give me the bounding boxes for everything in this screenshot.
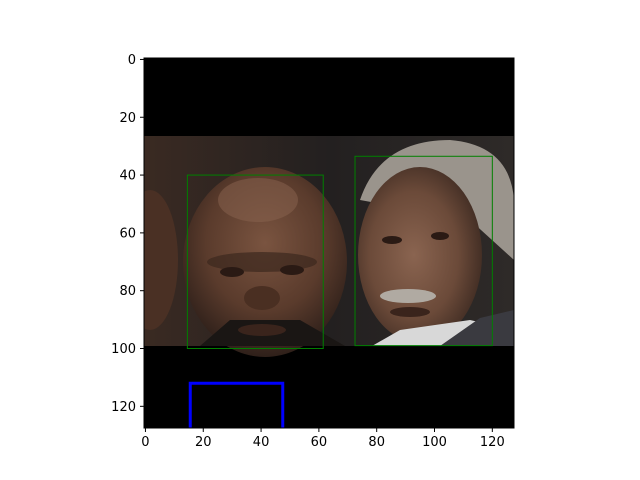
right-person-jacket bbox=[440, 310, 514, 346]
face-box-left bbox=[186, 174, 324, 350]
y-tick-label: 0 bbox=[128, 53, 136, 68]
right-face-mouth bbox=[390, 307, 430, 317]
y-axis-ticks: 0 20 40 60 80 100 120 bbox=[111, 53, 144, 415]
left-face-highlight bbox=[218, 178, 298, 222]
face-box-right bbox=[354, 155, 493, 347]
y-tick-label: 120 bbox=[111, 400, 136, 415]
x-tick-label: 80 bbox=[368, 435, 385, 450]
left-face-eye-right bbox=[280, 265, 304, 275]
x-tick-label: 40 bbox=[253, 435, 270, 450]
axes-frame bbox=[143, 57, 515, 429]
x-tick-label: 60 bbox=[311, 435, 328, 450]
x-tick-label: 20 bbox=[195, 435, 212, 450]
y-tick-label: 80 bbox=[119, 284, 136, 299]
photo-image bbox=[144, 58, 514, 428]
y-tick-label: 100 bbox=[111, 342, 136, 357]
y-tick-label: 40 bbox=[119, 169, 136, 184]
boxes-layer bbox=[186, 155, 493, 428]
y-tick-label: 20 bbox=[119, 111, 136, 126]
right-face bbox=[358, 167, 482, 343]
left-face-eye-left bbox=[220, 267, 244, 277]
left-face-mouth bbox=[238, 324, 286, 336]
y-tick-label: 60 bbox=[119, 226, 136, 241]
left-face-nose bbox=[244, 286, 280, 310]
right-face-eye-left bbox=[382, 236, 402, 244]
right-face-eye-right bbox=[431, 232, 449, 240]
x-axis-ticks: 0 20 40 60 80 100 120 bbox=[141, 428, 505, 450]
blue-partial-box bbox=[188, 381, 285, 428]
background-face-left-edge bbox=[144, 190, 178, 330]
x-tick-label: 120 bbox=[480, 435, 505, 450]
x-tick-label: 100 bbox=[422, 435, 447, 450]
x-tick-label: 0 bbox=[141, 435, 149, 450]
right-face-mustache bbox=[380, 289, 436, 303]
